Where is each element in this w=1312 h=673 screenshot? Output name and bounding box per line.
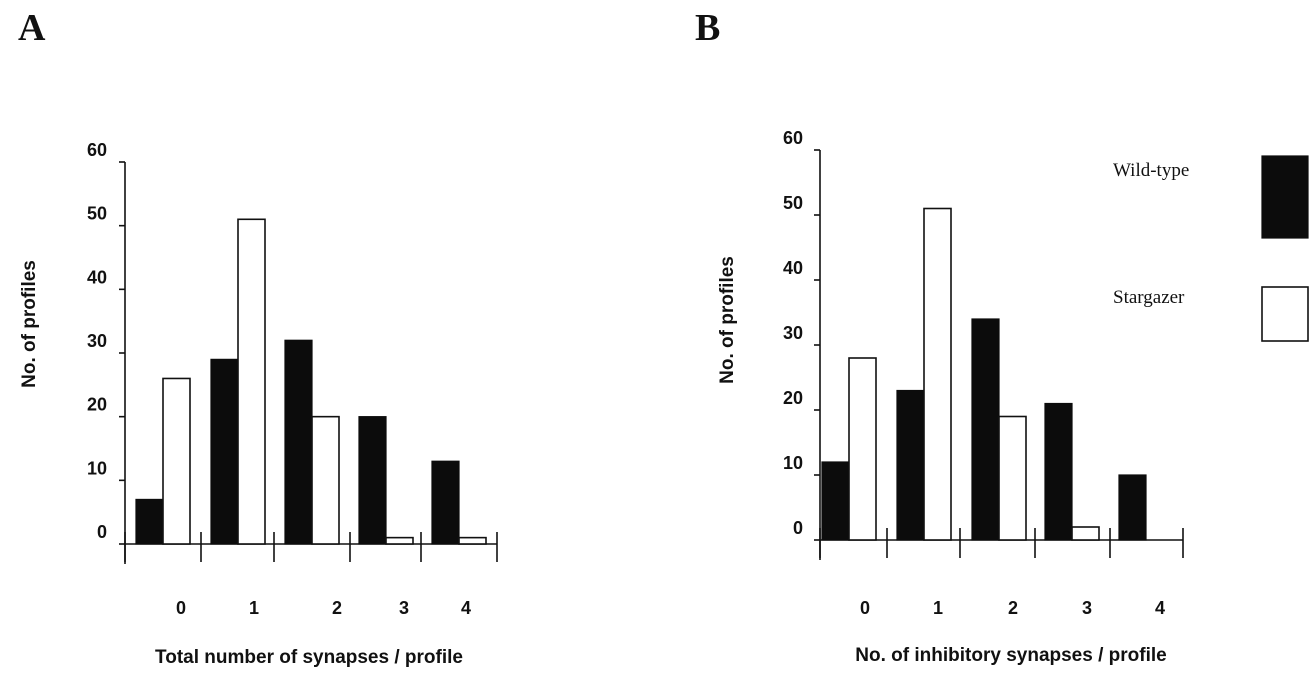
panel-a-y-tick-label: 10 [87,458,107,478]
panel-b-y-tick-label: 60 [783,128,803,148]
panel-b-y-tick-label: 0 [793,518,803,538]
panel-b-x-tick-label: 3 [1082,598,1092,618]
panel-a-plot-area: 0 10 20 30 40 50 60 0 1 2 3 4 [87,140,498,618]
panel-a-x-axis-title: Total number of synapses / profile [155,647,463,668]
panel-a-bar-stargazer-3 [385,536,414,545]
panel-a-bar-stargazer-0 [162,377,191,545]
panel-b-y-tick-label: 30 [783,323,803,343]
panel-a-bar-wild-type-0 [135,498,164,545]
panel-a-bar-wild-type-3 [358,416,387,545]
panel-a-chart: A 0 10 20 30 40 50 60 0 1 2 3 4 Total number of syn… [18,7,498,668]
panel-a-bar-stargazer-2 [311,415,340,545]
panel-b-x-tick-label: 2 [1008,598,1018,618]
panel-a-y-axis-title: No. of profiles [19,260,40,388]
panel-b-chart: B 0 10 20 30 40 50 60 0 1 2 3 4 No. of inhibitory s… [695,7,1184,666]
panel-b-y-axis-title: No. of profiles [717,256,738,384]
panel-a-x-tick-label: 2 [332,598,342,618]
panel-b-bar-stargazer-1 [923,207,952,541]
panel-b-bar-wild-type-3 [1044,402,1073,541]
panel-a-bar-wild-type-4 [431,460,460,545]
panel-a-y-tick-label: 60 [87,140,107,160]
panel-b-x-tick-label: 0 [860,598,870,618]
panel-b-x-tick-label: 1 [933,598,943,618]
panel-a-bar-stargazer-4 [458,536,487,545]
legend-swatch-wild-type [1261,155,1309,239]
legend-label-stargazer: Stargazer [1113,287,1185,308]
legend-label-wild-type: Wild-type [1113,160,1189,181]
panel-b-x-axis-title: No. of inhibitory synapses / profile [855,645,1166,666]
panel-b-plot-area: 0 10 20 30 40 50 60 0 1 2 3 4 [783,128,1184,618]
panel-a-y-tick-label: 30 [87,331,107,351]
panel-b-bar-wild-type-1 [896,389,925,541]
panel-b-bar-stargazer-3 [1071,526,1100,541]
panel-a-y-tick-label: 40 [87,267,107,287]
panel-b-bar-stargazer-2 [998,415,1027,541]
panel-a-x-tick-label: 4 [461,598,471,618]
panel-a-y-tick-label: 0 [97,522,107,542]
panel-b-bar-stargazer-0 [848,357,877,541]
panel-a-y-tick-label: 20 [87,395,107,415]
legend: Wild-type Stargazer [1113,155,1309,342]
panel-a-x-tick-label: 3 [399,598,409,618]
legend-swatch-stargazer [1261,286,1309,342]
panel-a-bar-wild-type-1 [210,358,239,545]
panel-b-y-tick-label: 10 [783,453,803,473]
panel-b-letter: B [695,7,720,49]
panel-a-x-tick-label: 0 [176,598,186,618]
panel-b-bar-wild-type-0 [821,461,850,541]
panel-b-bar-wild-type-4 [1118,474,1147,541]
panel-a-letter: A [18,7,46,49]
panel-b-y-tick-label: 50 [783,193,803,213]
panel-b-bar-wild-type-2 [971,318,1000,541]
panel-b-y-tick-label: 40 [783,258,803,278]
panel-a-bar-stargazer-1 [237,218,266,545]
panel-a-x-tick-label: 1 [249,598,259,618]
panel-a-bar-wild-type-2 [284,339,313,545]
panel-a-y-tick-label: 50 [87,204,107,224]
panel-b-x-tick-label: 4 [1155,598,1165,618]
panel-b-y-tick-label: 20 [783,388,803,408]
